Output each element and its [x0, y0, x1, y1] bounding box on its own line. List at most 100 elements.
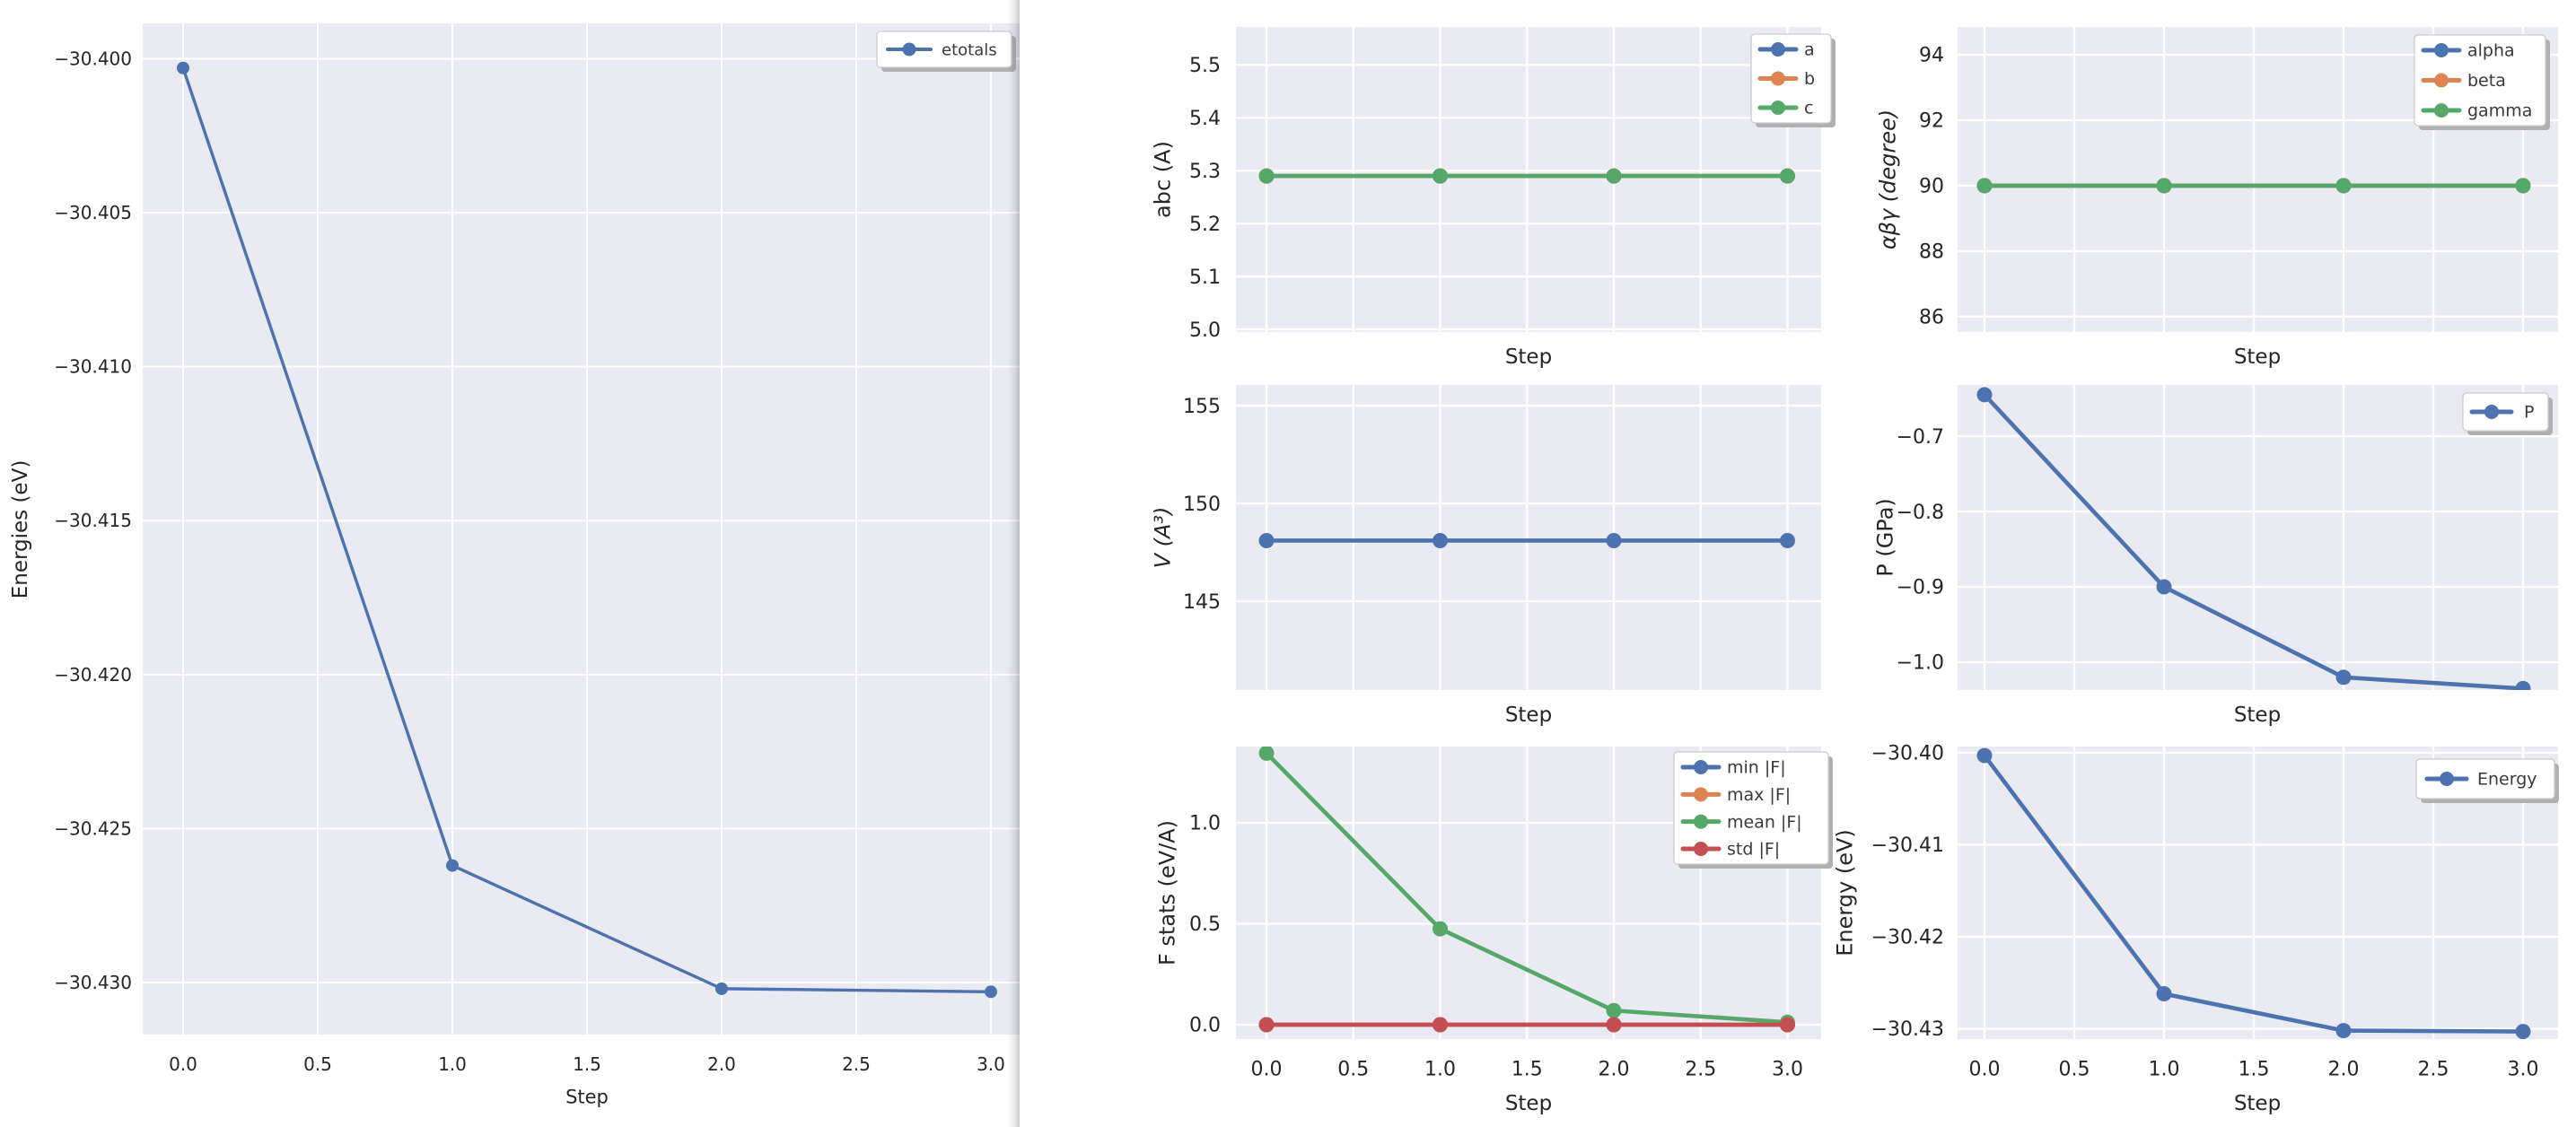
subplot-volume: 145 150 155 Step V (A³) [1150, 385, 1821, 727]
xtick-label: 0.0 [169, 1053, 197, 1075]
ytick-label: −0.9 [1897, 577, 1944, 599]
xlabel-step: Step [1505, 703, 1552, 727]
xtick-label: 1.5 [2239, 1059, 2270, 1081]
ylabel: Energy (eV) [1832, 829, 1857, 957]
ytick-label: −30.43 [1871, 1018, 1944, 1041]
ytick-label: −0.8 [1897, 502, 1944, 524]
ytick-label: −0.7 [1897, 426, 1944, 449]
data-point-c [1433, 168, 1449, 184]
legend-sample-marker-std |F| [1694, 842, 1708, 856]
legend-label-Energy: Energy [2477, 770, 2537, 790]
xtick-label: 2.0 [707, 1053, 736, 1075]
legend-sample-marker-alpha [2434, 43, 2449, 57]
ytick-label: 88 [1919, 241, 1944, 264]
legend-label-P: P [2524, 403, 2534, 423]
xlabel-step: Step [565, 1086, 609, 1107]
relaxation-summary-figure-canvas: 5.0 5.1 5.2 5.3 5.4 5.5 Step abc (A) abc 86 88 90 92… [1150, 27, 2559, 1115]
ytick-label: 5.1 [1189, 266, 1221, 289]
ytick-label: 5.0 [1189, 319, 1221, 342]
ylabel: V (A³) [1150, 507, 1175, 569]
legend-sample-marker-b [1771, 71, 1785, 86]
xtick-label: 0.5 [1337, 1059, 1369, 1081]
data-point-Energy [2515, 1024, 2531, 1039]
data-point-etotals [714, 982, 728, 995]
data-point-P [2515, 680, 2531, 690]
xtick-label: 2.5 [1685, 1059, 1716, 1081]
legend-box [2415, 758, 2555, 799]
data-point-mean |F| [1433, 921, 1449, 937]
ytick-label: 86 [1919, 307, 1944, 329]
subplot-fstats: 0.0 0.5 1.0 0.0 0.5 1.0 1.5 2.0 2.5 3.0 Step F stat… [1154, 747, 1833, 1115]
ylabel: αβγ (degree) [1875, 109, 1900, 249]
series-line-P [1982, 392, 2526, 690]
ytick-label: −30.425 [54, 817, 132, 839]
ytick-label: 1.0 [1189, 813, 1221, 835]
xtick-label: 3.0 [1772, 1059, 1803, 1081]
data-point-Energy [2156, 986, 2172, 1002]
data-point-V [1606, 532, 1622, 548]
legend-box [876, 31, 1012, 68]
subplot-angles: 86 88 90 92 94 Step αβγ (degree) alpha beta gamma [1875, 27, 2558, 369]
data-point-gamma [2515, 178, 2531, 194]
legend-box [1673, 751, 1829, 865]
subplot-abc: 5.0 5.1 5.2 5.3 5.4 5.5 Step abc (A) abc [1150, 27, 1836, 369]
series-layer [1258, 747, 1795, 1033]
xtick-label: 1.5 [573, 1053, 601, 1075]
legend-sample-marker-mean |F| [1694, 814, 1708, 829]
series-line-Energy [1982, 753, 2526, 1034]
energies-figure-canvas: −30.400 −30.405 −30.410 −30.415 −30.420 −30.4… [9, 23, 1020, 1107]
data-point-V [1779, 532, 1795, 548]
legend-label-gamma: gamma [2467, 101, 2532, 121]
ytick-label: −30.42 [1871, 927, 1944, 949]
xtick-label: 2.5 [842, 1053, 871, 1075]
data-point-std |F| [1433, 1017, 1449, 1033]
legend-label-a: a [1804, 40, 1815, 60]
legend-label-beta: beta [2467, 71, 2506, 91]
series-layer [1976, 387, 2531, 690]
legend-sample-marker-c [1771, 100, 1785, 115]
legend-label-etotals: etotals [942, 40, 997, 59]
ytick-label: 0.5 [1189, 913, 1221, 936]
data-point-V [1258, 532, 1275, 548]
xlabel-step: Step [1505, 345, 1552, 369]
ytick-label: −1.0 [1897, 652, 1944, 675]
data-point-c [1258, 168, 1275, 184]
xtick-label: 0.5 [303, 1053, 332, 1075]
legend-sample-marker-min |F| [1694, 760, 1708, 774]
series-layer [1976, 747, 2531, 1039]
data-point-gamma [2156, 178, 2172, 194]
xlabel-step: Step [2234, 1092, 2281, 1115]
ytick-label: 150 [1183, 494, 1221, 516]
data-point-etotals [176, 61, 189, 74]
ytick-label: −30.400 [54, 48, 132, 69]
ytick-label: 5.4 [1189, 108, 1221, 130]
data-point-mean |F| [1606, 1002, 1622, 1018]
ylabel: abc (A) [1150, 141, 1175, 218]
data-point-c [1779, 168, 1795, 184]
xtick-label: 1.0 [2149, 1059, 2180, 1081]
legend-sample-marker-max |F| [1694, 787, 1708, 802]
legend-sample-marker-Energy [2440, 772, 2454, 786]
series-layer [1258, 168, 1795, 184]
xlabel-step: Step [1505, 1092, 1552, 1115]
data-point-etotals [445, 859, 459, 872]
series-layer [176, 61, 997, 999]
ytick-label: −30.420 [54, 664, 132, 686]
legend-label-c: c [1804, 99, 1813, 118]
legend-sample-marker-a [1771, 42, 1785, 57]
ylabel: P (GPa) [1872, 498, 1897, 577]
data-point-Energy [2335, 1023, 2352, 1039]
legend-sample-marker-gamma [2434, 103, 2449, 118]
data-point-P [2335, 669, 2352, 686]
xtick-label: 2.5 [2418, 1059, 2449, 1081]
subplot-etotals: −30.400 −30.405 −30.410 −30.415 −30.420 −30.4… [9, 23, 1020, 1107]
ytick-label: −30.415 [54, 510, 132, 531]
ytick-label: 90 [1919, 176, 1944, 198]
series-layer [1976, 178, 2531, 194]
plot-area [1236, 27, 1821, 332]
data-point-V [1433, 532, 1449, 548]
xtick-label: 1.5 [1511, 1059, 1543, 1081]
plot-area [143, 23, 1020, 1035]
legend-label-min |F|: min |F| [1727, 758, 1786, 778]
xtick-label: 1.0 [438, 1053, 467, 1075]
